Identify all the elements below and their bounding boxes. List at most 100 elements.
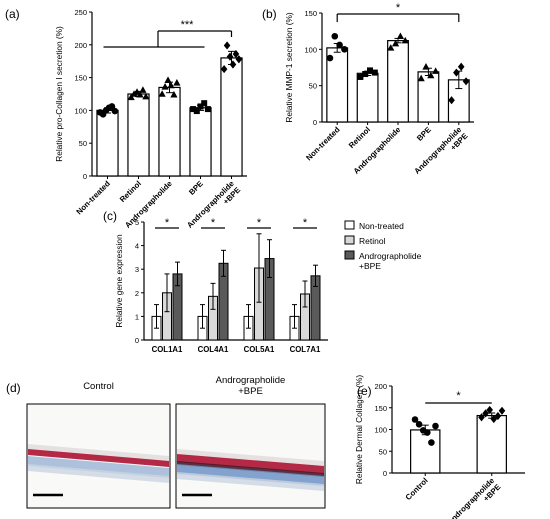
data-point	[432, 67, 440, 74]
data-point	[387, 44, 395, 51]
data-point	[396, 32, 405, 40]
data-point	[161, 82, 169, 90]
legend-swatch-2	[344, 250, 355, 260]
legend-label: Retinol	[359, 236, 386, 246]
y-tick-label: 3	[135, 265, 139, 274]
y-tick-label: 0	[83, 172, 87, 181]
y-tick-label: 5	[135, 218, 139, 227]
data-point	[478, 413, 485, 422]
x-tick-label: COL4A1	[198, 345, 229, 354]
data-point	[494, 411, 502, 421]
data-point	[462, 77, 470, 86]
image-title: Control	[83, 381, 114, 392]
data-point	[201, 100, 208, 107]
data-point	[190, 106, 197, 113]
x-tick-label: BPE	[415, 125, 433, 143]
y-tick-label: 200	[74, 41, 87, 50]
data-point	[482, 409, 489, 418]
fiber-band	[28, 456, 169, 478]
data-point	[428, 439, 435, 446]
y-tick-label: 100	[74, 106, 87, 115]
data-point	[167, 81, 175, 89]
data-point	[490, 414, 498, 424]
image-title: Andrographolide +BPE	[216, 375, 286, 397]
panel-label: (a)	[5, 7, 20, 21]
data-point	[142, 92, 150, 100]
panel-d-histology: (d) Control Andrographolide +BPE	[6, 375, 326, 509]
y-axis-label: Relative pro-Collagen I secretion (%)	[54, 26, 64, 162]
data-point	[226, 52, 234, 61]
data-point	[357, 73, 364, 80]
data-point	[158, 90, 166, 97]
data-point	[197, 103, 204, 110]
data-point	[417, 74, 425, 82]
significance-label: *	[303, 217, 308, 229]
bar	[356, 72, 379, 123]
x-tick-label: BPE	[187, 179, 205, 197]
panel-c-chart: (c) 0 1 2 3 4 5 Relative gene expression * COL1A1…	[103, 209, 422, 354]
significance-label: *	[257, 217, 262, 229]
legend-swatch-1	[344, 235, 355, 245]
y-axis-label: Relative MMP-1 secretion (%)	[284, 12, 294, 122]
data-point	[448, 96, 455, 105]
data-point	[486, 405, 494, 415]
data-point	[423, 429, 431, 436]
bar	[96, 109, 119, 177]
data-point	[401, 36, 409, 44]
data-point	[164, 76, 172, 84]
y-tick-label: 150	[374, 404, 387, 413]
data-point	[457, 62, 465, 71]
x-tick-label: Retinol	[347, 125, 372, 150]
significance-label: *	[396, 2, 401, 14]
data-point	[235, 55, 243, 64]
data-point	[411, 416, 419, 423]
data-point	[432, 422, 439, 430]
data-point	[220, 64, 228, 74]
data-point	[326, 54, 334, 62]
data-point	[415, 420, 423, 428]
fiber-haze	[28, 464, 169, 483]
histology-image	[175, 403, 326, 509]
histology-image	[26, 403, 171, 509]
significance-label: *	[165, 217, 170, 229]
x-tick-label: COL5A1	[244, 345, 275, 354]
data-point	[367, 67, 374, 74]
panel-a-chart: (a) 0 50 100 150 200 250 Relative pro-Collagen …	[5, 7, 247, 230]
data-point	[336, 41, 343, 49]
collagen-band	[28, 449, 169, 467]
y-tick-label: 0	[135, 336, 139, 345]
y-axis-label: Relative gene expression	[114, 234, 124, 328]
data-point	[331, 32, 339, 40]
bar	[410, 429, 441, 474]
data-point	[362, 71, 369, 78]
x-tick-label: Retinol	[118, 179, 143, 204]
y-tick-label: 200	[374, 382, 387, 391]
bar	[158, 86, 181, 177]
data-point	[130, 90, 138, 97]
fiber-haze	[177, 472, 324, 491]
y-tick-label: 50	[309, 82, 317, 91]
y-tick-label: 50	[79, 139, 87, 148]
fiber-band	[177, 464, 324, 486]
y-axis-label: Relative Dermal Collagen (%)	[354, 375, 364, 485]
legend-label: Non-treated	[359, 221, 404, 231]
data-point	[498, 406, 506, 415]
panel-b-chart: (b) 0 50 100 150 Relative MMP-1 secretion (%)…	[262, 2, 474, 176]
legend-label: Andrographolide +BPE	[359, 251, 422, 271]
panel-e-chart: (e) 0 50 100 150 200 Relative Dermal Collagen …	[354, 375, 525, 519]
data-point	[204, 106, 211, 113]
y-tick-label: 0	[383, 469, 387, 478]
x-tick-label: Control	[404, 476, 430, 502]
bar	[189, 107, 212, 177]
bar	[220, 57, 243, 177]
data-point	[371, 69, 378, 76]
data-point	[136, 90, 144, 98]
y-tick-label: 100	[374, 426, 387, 435]
y-tick-label: 0	[313, 118, 317, 127]
x-tick-label: COL7A1	[290, 345, 321, 354]
data-point	[341, 46, 348, 53]
data-point	[427, 71, 435, 79]
y-tick-label: 150	[304, 9, 317, 18]
x-tick-label: COL1A1	[152, 345, 183, 354]
